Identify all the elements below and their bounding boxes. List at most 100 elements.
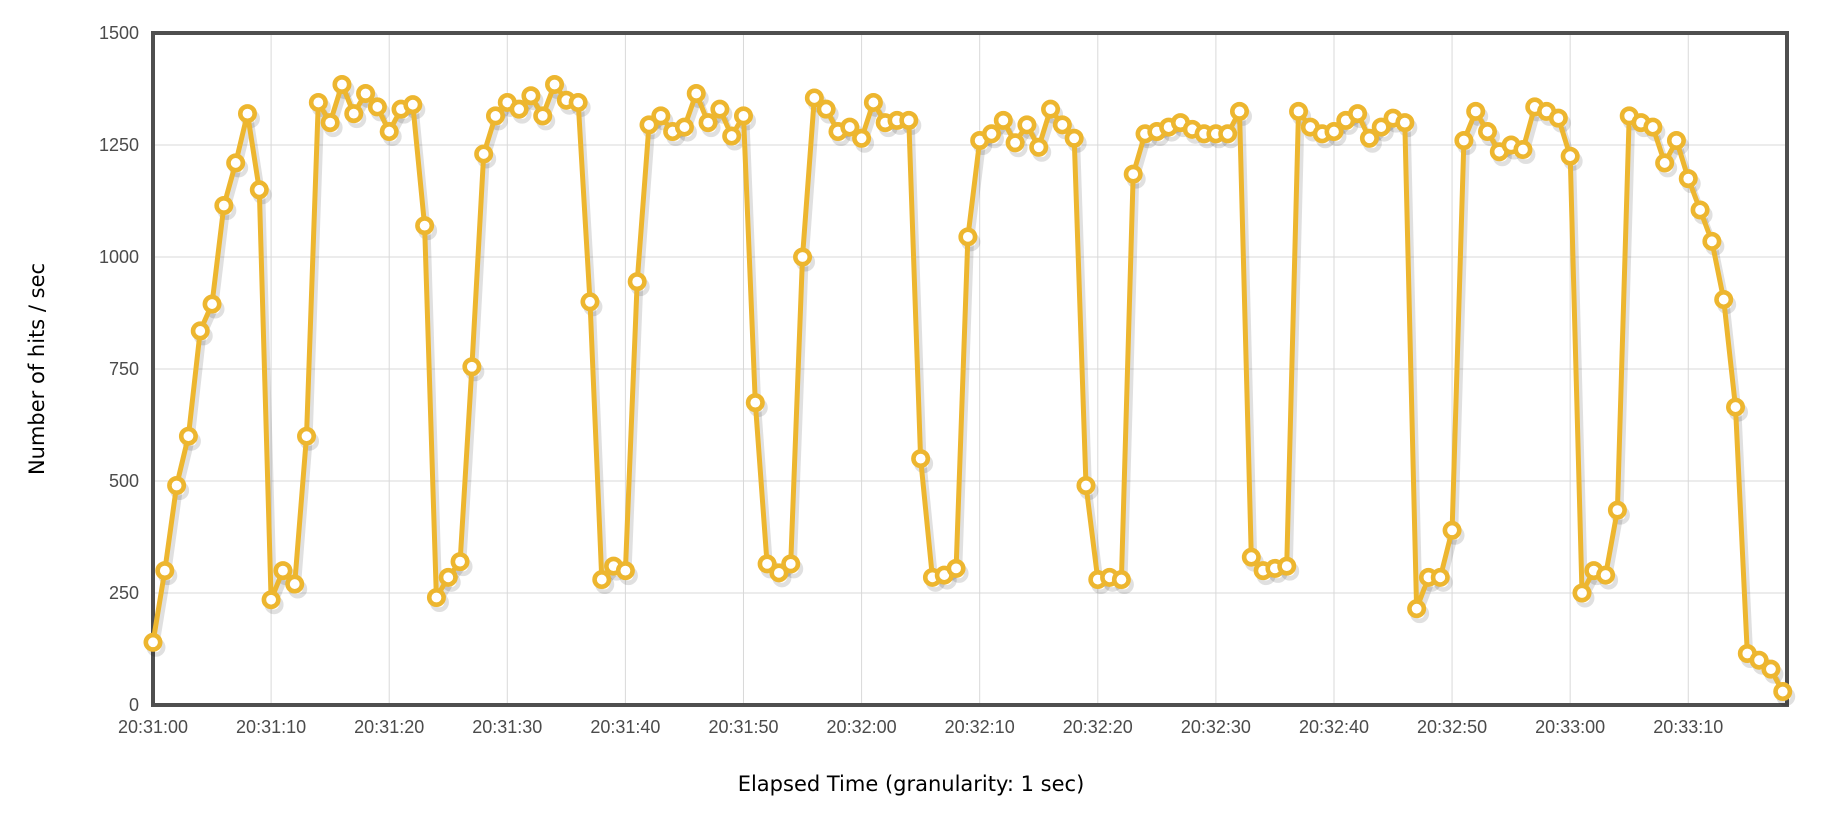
data-point bbox=[249, 180, 269, 200]
data-point bbox=[946, 558, 966, 578]
data-point bbox=[438, 567, 458, 587]
data-point bbox=[533, 106, 553, 126]
data-point bbox=[639, 115, 659, 135]
data-point bbox=[580, 292, 600, 312]
data-point bbox=[308, 92, 328, 112]
data-point bbox=[757, 554, 777, 574]
x-tick-label: 20:32:00 bbox=[827, 717, 897, 737]
data-point bbox=[1348, 104, 1368, 124]
x-tick-label: 20:33:10 bbox=[1653, 717, 1723, 737]
data-point bbox=[1229, 101, 1249, 121]
data-point bbox=[521, 86, 541, 106]
data-point bbox=[1442, 520, 1462, 540]
data-point bbox=[993, 110, 1013, 130]
data-point bbox=[1548, 108, 1568, 128]
data-point bbox=[1478, 122, 1498, 142]
x-tick-label: 20:31:40 bbox=[590, 717, 660, 737]
data-point bbox=[1289, 101, 1309, 121]
data-point bbox=[674, 117, 694, 137]
x-tick-label: 20:32:40 bbox=[1299, 717, 1369, 737]
data-point bbox=[1064, 128, 1084, 148]
data-point bbox=[698, 113, 718, 133]
x-tick-label: 20:32:10 bbox=[945, 717, 1015, 737]
data-point bbox=[733, 106, 753, 126]
x-tick-label: 20:31:30 bbox=[472, 717, 542, 737]
data-point bbox=[1454, 131, 1474, 151]
data-point bbox=[1218, 124, 1238, 144]
data-point bbox=[1749, 650, 1769, 670]
data-point bbox=[1773, 682, 1793, 702]
y-tick-label: 1250 bbox=[99, 135, 139, 155]
data-point bbox=[285, 574, 305, 594]
data-point bbox=[1359, 128, 1379, 148]
data-point bbox=[379, 122, 399, 142]
data-point bbox=[1395, 113, 1415, 133]
y-tick-label: 0 bbox=[129, 695, 139, 715]
series-shadow bbox=[146, 80, 1796, 707]
y-tick-label: 1500 bbox=[99, 23, 139, 43]
data-point bbox=[545, 75, 565, 95]
x-tick-label: 20:31:20 bbox=[354, 717, 424, 737]
data-point bbox=[143, 632, 163, 652]
data-point bbox=[911, 449, 931, 469]
data-point bbox=[356, 83, 376, 103]
data-point bbox=[1111, 570, 1131, 590]
x-tick-label: 20:31:50 bbox=[708, 717, 778, 737]
data-point bbox=[745, 393, 765, 413]
data-point bbox=[852, 128, 872, 148]
data-point bbox=[202, 294, 222, 314]
data-point bbox=[190, 321, 210, 341]
data-point bbox=[485, 106, 505, 126]
data-point bbox=[1655, 153, 1675, 173]
data-point bbox=[1702, 231, 1722, 251]
x-tick-label: 20:31:00 bbox=[118, 717, 188, 737]
data-point bbox=[1607, 500, 1627, 520]
data-point bbox=[178, 426, 198, 446]
data-point bbox=[1761, 659, 1781, 679]
y-tick-label: 750 bbox=[109, 359, 139, 379]
x-tick-label: 20:32:30 bbox=[1181, 717, 1251, 737]
data-point bbox=[863, 92, 883, 112]
data-point bbox=[1005, 133, 1025, 153]
data-point bbox=[344, 104, 364, 124]
data-point bbox=[155, 561, 175, 581]
y-tick-label: 1000 bbox=[99, 247, 139, 267]
data-point bbox=[1324, 122, 1344, 142]
x-tick-label: 20:32:50 bbox=[1417, 717, 1487, 737]
data-point bbox=[1643, 117, 1663, 137]
data-point bbox=[958, 227, 978, 247]
data-point bbox=[273, 561, 293, 581]
data-point bbox=[1513, 139, 1533, 159]
data-point bbox=[226, 153, 246, 173]
data-point bbox=[332, 75, 352, 95]
data-point bbox=[1052, 115, 1072, 135]
data-point bbox=[474, 144, 494, 164]
data-point bbox=[1560, 146, 1580, 166]
data-point bbox=[297, 426, 317, 446]
y-tick-label: 250 bbox=[109, 583, 139, 603]
data-point bbox=[1690, 200, 1710, 220]
data-point bbox=[710, 99, 730, 119]
data-point bbox=[367, 97, 387, 117]
data-point bbox=[686, 83, 706, 103]
data-point bbox=[651, 106, 671, 126]
data-point bbox=[804, 88, 824, 108]
data-point bbox=[1241, 547, 1261, 567]
plot-border bbox=[151, 31, 1789, 707]
data-point bbox=[415, 216, 435, 236]
data-point bbox=[1277, 556, 1297, 576]
data-point bbox=[1017, 115, 1037, 135]
data-point bbox=[627, 272, 647, 292]
data-point bbox=[1678, 169, 1698, 189]
data-point bbox=[568, 92, 588, 112]
data-point bbox=[237, 104, 257, 124]
x-tick-label: 20:32:20 bbox=[1063, 717, 1133, 737]
data-point bbox=[816, 99, 836, 119]
x-axis-title: Elapsed Time (granularity: 1 sec) bbox=[737, 772, 1085, 796]
data-point bbox=[426, 587, 446, 607]
data-point bbox=[840, 117, 860, 137]
data-point bbox=[1041, 99, 1061, 119]
data-point bbox=[1596, 565, 1616, 585]
data-point bbox=[981, 124, 1001, 144]
